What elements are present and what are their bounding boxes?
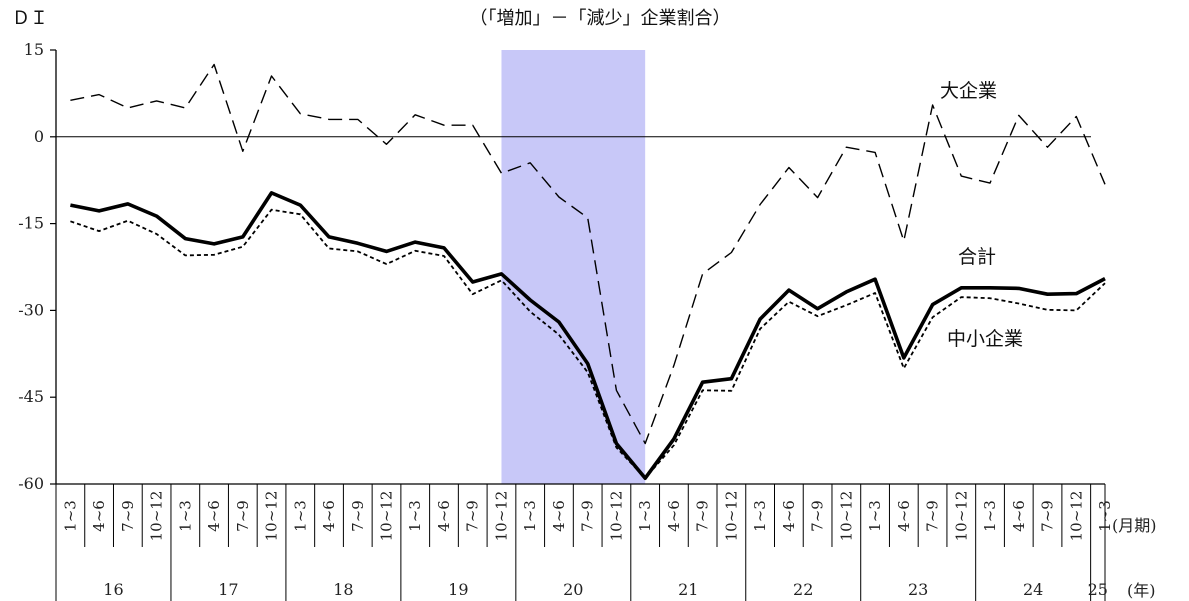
text-layer: ＤＩ （「増加」－「減少」企業割合） (月期) (年) 15 0 -15 -30 -45…: [12, 8, 1157, 600]
category-label-2: 7~9: [119, 500, 137, 532]
category-label-11: 10~12: [378, 491, 396, 542]
year-label-6: 22: [793, 580, 813, 599]
y-tick-label-0: 15: [24, 40, 44, 59]
category-label-21: 4~6: [665, 500, 683, 532]
category-label-4: 1~3: [176, 500, 194, 532]
category-label-34: 7~9: [1039, 500, 1057, 532]
category-label-15: 10~12: [492, 491, 510, 542]
category-label-13: 4~6: [435, 500, 453, 532]
year-label-0: 16: [103, 580, 123, 599]
shaded-region: [501, 50, 646, 484]
category-label-26: 7~9: [809, 500, 827, 532]
year-label-3: 19: [448, 580, 468, 599]
category-label-3: 10~12: [148, 491, 166, 542]
category-label-7: 10~12: [263, 491, 281, 542]
category-label-20: 1~3: [636, 500, 654, 532]
series-line-dotted: [70, 208, 1106, 480]
y-tick-label-5: -60: [18, 474, 44, 493]
year-label-1: 17: [218, 580, 238, 599]
category-label-1: 4~6: [90, 500, 108, 532]
category-label-18: 7~9: [579, 500, 597, 532]
category-label-33: 4~6: [1010, 500, 1028, 532]
y-tick-label-1: 0: [34, 127, 44, 146]
category-label-6: 7~9: [234, 500, 252, 532]
category-label-25: 4~6: [780, 500, 798, 532]
category-label-28: 1~3: [866, 500, 884, 532]
category-label-10: 7~9: [349, 500, 367, 532]
year-label-8: 24: [1023, 580, 1043, 599]
series-label-bold: 合計: [958, 246, 996, 268]
category-label-9: 4~6: [320, 500, 338, 532]
y-tick-label-4: -45: [18, 387, 44, 406]
category-label-17: 4~6: [550, 500, 568, 532]
year-label-5: 21: [678, 580, 698, 599]
chart-title: （「増加」－「減少」企業割合）: [470, 8, 731, 29]
category-label-5: 4~6: [205, 500, 223, 532]
category-label-29: 4~6: [895, 500, 913, 532]
category-label-35: 10~12: [1067, 491, 1085, 542]
category-label-8: 1~3: [291, 500, 309, 532]
category-label-36: 1~3: [1096, 500, 1114, 532]
category-label-12: 1~3: [406, 500, 424, 532]
year-label-9: 25: [1088, 580, 1108, 599]
series-layer: [70, 63, 1106, 481]
series-line-dashed: [70, 63, 1106, 445]
category-label-27: 10~12: [837, 491, 855, 542]
category-label-32: 1~3: [981, 500, 999, 532]
series-label-dotted: 中小企業: [947, 328, 1023, 350]
y-axis-label: ＤＩ: [12, 8, 48, 29]
series-label-dashed: 大企業: [940, 80, 997, 102]
y-tick-label-2: -15: [18, 214, 44, 233]
category-label-0: 1~3: [61, 500, 79, 532]
shaded-period: [501, 50, 646, 484]
category-label-24: 1~3: [751, 500, 769, 532]
year-label-7: 23: [908, 580, 928, 599]
month-unit-label: (月期): [1112, 516, 1157, 535]
category-label-23: 10~12: [722, 491, 740, 542]
category-label-14: 7~9: [464, 500, 482, 532]
axis-layer: [50, 49, 1106, 601]
category-label-30: 7~9: [924, 500, 942, 532]
year-label-4: 20: [563, 580, 583, 599]
y-tick-label-3: -30: [18, 300, 44, 319]
category-label-31: 10~12: [952, 491, 970, 542]
year-unit-label: (年): [1127, 581, 1156, 600]
category-label-22: 7~9: [694, 500, 712, 532]
category-label-16: 1~3: [521, 500, 539, 532]
series-line-bold: [70, 191, 1106, 481]
year-label-2: 18: [333, 580, 353, 599]
category-label-19: 10~12: [607, 491, 625, 542]
